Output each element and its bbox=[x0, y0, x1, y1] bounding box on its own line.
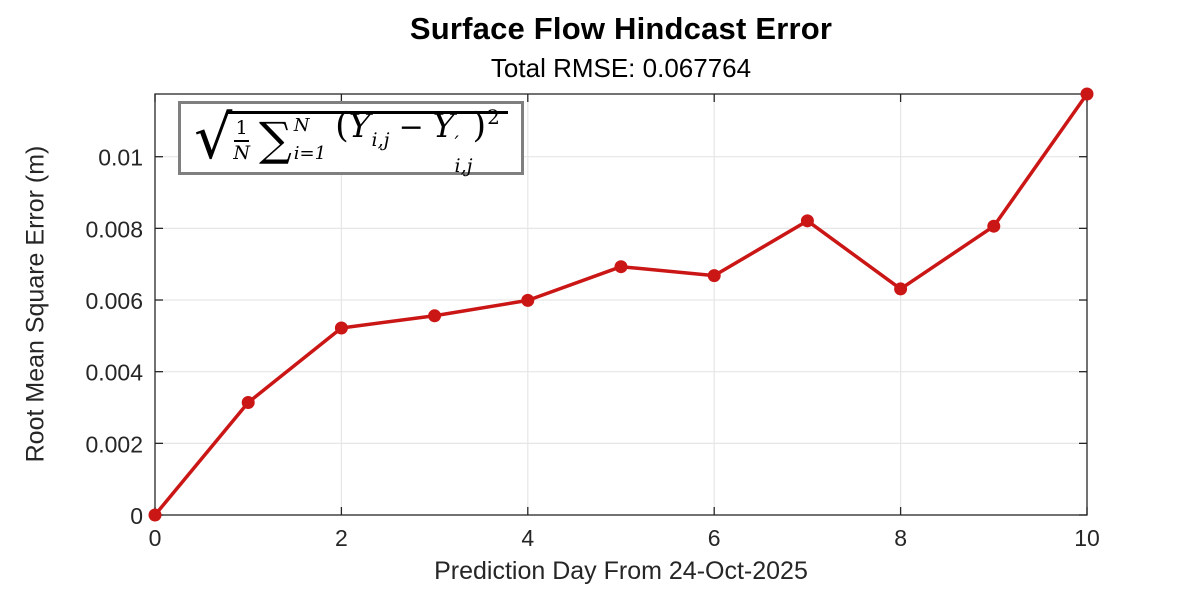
prime-mark: ′ bbox=[454, 131, 459, 154]
y-variable: Y bbox=[348, 105, 371, 145]
y-tick-label: 0.004 bbox=[85, 360, 143, 386]
x-tick-label: 4 bbox=[521, 525, 534, 551]
chart-subtitle: Total RMSE: 0.067764 bbox=[490, 53, 752, 83]
fraction-one-over-N: 1 N bbox=[233, 119, 250, 163]
sigma-symbol: ∑ bbox=[258, 112, 292, 167]
data-point bbox=[334, 321, 348, 335]
x-axis-label: Prediction Day From 24-Oct-2025 bbox=[434, 557, 808, 585]
y-subscript: i,j bbox=[371, 128, 390, 151]
data-point bbox=[428, 309, 442, 323]
axes-box bbox=[154, 93, 1088, 516]
y-tick-label: 0 bbox=[130, 503, 143, 529]
summation: ∑ N i=1 bbox=[258, 112, 326, 167]
chart-title: Surface Flow Hindcast Error bbox=[409, 11, 833, 46]
y-prime-subscript: i,j bbox=[454, 154, 473, 177]
formula-radicand: 1 N ∑ N i=1 (Yi,j − Y ′ i,j)2 bbox=[228, 105, 508, 175]
radical-sign: √ bbox=[194, 103, 233, 173]
y-prime-variable: Y bbox=[432, 105, 455, 145]
fraction-numerator: 1 bbox=[235, 117, 248, 139]
data-point bbox=[241, 395, 255, 409]
y-axis-label: Root Mean Square Error (m) bbox=[21, 145, 50, 463]
exponent-2: 2 bbox=[487, 104, 500, 129]
y-tick-label: 0.01 bbox=[98, 145, 143, 171]
data-point bbox=[1080, 87, 1094, 101]
data-point bbox=[894, 282, 908, 296]
x-tick-label: 2 bbox=[335, 525, 348, 551]
x-tick-label: 10 bbox=[1074, 525, 1100, 551]
y-tick-label: 0.006 bbox=[85, 288, 143, 314]
y-tick-label: 0.002 bbox=[85, 431, 143, 457]
minus-sign: − bbox=[398, 109, 424, 145]
open-paren: ( bbox=[335, 105, 349, 146]
x-tick-label: 0 bbox=[149, 525, 162, 551]
summation-lower-limit: i=1 bbox=[293, 143, 327, 164]
x-tick-label: 6 bbox=[708, 525, 721, 551]
squared-difference-term: (Yi,j − Y ′ i,j)2 bbox=[335, 105, 500, 176]
fraction-denominator: N bbox=[233, 142, 250, 164]
data-point bbox=[707, 269, 721, 283]
summation-limits: N i=1 bbox=[294, 117, 326, 163]
data-point bbox=[800, 214, 814, 228]
data-point bbox=[614, 260, 628, 274]
data-point bbox=[148, 508, 162, 522]
data-point bbox=[521, 293, 535, 307]
y-tick-label: 0.008 bbox=[85, 216, 143, 242]
rmse-formula: √ 1 N ∑ N i=1 (Yi,j − Y ′ i,j)2 bbox=[194, 103, 508, 175]
summation-upper-limit: N bbox=[293, 115, 310, 136]
prime-subscript-stack: ′ i,j bbox=[454, 131, 473, 177]
close-paren: ) bbox=[472, 105, 487, 146]
data-point bbox=[987, 219, 1001, 233]
formula-annotation: √ 1 N ∑ N i=1 (Yi,j − Y ′ i,j)2 bbox=[178, 101, 524, 175]
x-tick-label: 8 bbox=[894, 525, 907, 551]
fraction-bar bbox=[234, 140, 250, 142]
